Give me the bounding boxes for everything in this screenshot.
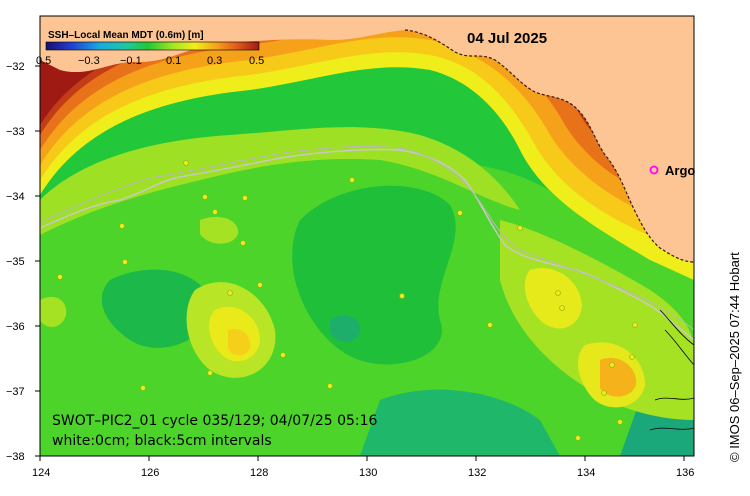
ssh-band-yellowgreen-small (200, 216, 239, 244)
x-tick-label: 124 (32, 467, 50, 479)
colorbar-tick: −0.1 (120, 55, 142, 67)
y-tick-label: −37 (6, 386, 25, 398)
colorbar: SSH–Local Mean MDT (0.6m) [m] 0.5 −0.3 −… (36, 30, 264, 67)
colorbar-gradient (45, 41, 260, 51)
info-line-2: white:0cm; black:5cm intervals (52, 433, 272, 449)
ssh-band-yellowgreen-sw (40, 296, 67, 327)
ssh-band-yellow-east (524, 268, 582, 329)
colorbar-tick: −0.3 (78, 55, 100, 67)
y-tick-label: −35 (6, 256, 25, 268)
black-contour-1 (659, 309, 694, 346)
info-line-1: SWOT–PIC2_01 cycle 035/129; 04/07/25 05:… (52, 413, 378, 429)
land-australia (40, 16, 694, 262)
x-tick-label: 128 (250, 467, 268, 479)
ssh-band-yellow-spot-west (228, 328, 251, 356)
ssh-band-dark-green-west (101, 269, 211, 348)
y-tick-label: −34 (6, 191, 25, 203)
colorbar-title: SSH–Local Mean MDT (0.6m) [m] (48, 30, 204, 41)
plot-area (40, 16, 694, 456)
y-tick-label: −33 (6, 126, 25, 138)
date-label: 04 Jul 2025 (467, 30, 547, 47)
ssh-band-orange-southeast (600, 357, 637, 397)
argo-float-markers (57, 160, 638, 441)
ssh-band-teal-south (360, 389, 560, 456)
argo-legend-icon (649, 165, 659, 175)
black-contour-2 (664, 329, 694, 366)
x-tick-label: 132 (468, 467, 486, 479)
x-tick-label: 134 (577, 467, 595, 479)
y-tick-label: −36 (6, 321, 25, 333)
colorbar-tick: 0.5 (249, 55, 264, 67)
land-coast-edge (404, 29, 694, 263)
x-tick-label: 126 (141, 467, 159, 479)
y-axis: −32 −33 −34 −35 −36 −37 −38 (6, 61, 40, 463)
colorbar-tick: 0.5 (36, 55, 51, 67)
colorbar-tick: 0.3 (207, 55, 222, 67)
colorbar-tick: 0.1 (166, 55, 181, 67)
black-contour-4 (649, 427, 694, 431)
argo-legend-label: Argo (665, 163, 695, 178)
credit-label: © IMOS 06–Sep–2025 07:44 Hobart (727, 252, 742, 462)
y-tick-label: −38 (6, 451, 25, 463)
x-tick-label: 136 (676, 467, 694, 479)
ssh-band-teal-spot (330, 315, 361, 342)
x-axis: 124 126 128 130 132 134 136 (32, 456, 694, 479)
shelf-contour-line-inner (40, 145, 694, 331)
ssh-band-yellowgreen-north (40, 127, 520, 235)
black-contour-3 (654, 397, 694, 401)
x-tick-label: 130 (359, 467, 377, 479)
y-tick-label: −32 (6, 61, 25, 73)
